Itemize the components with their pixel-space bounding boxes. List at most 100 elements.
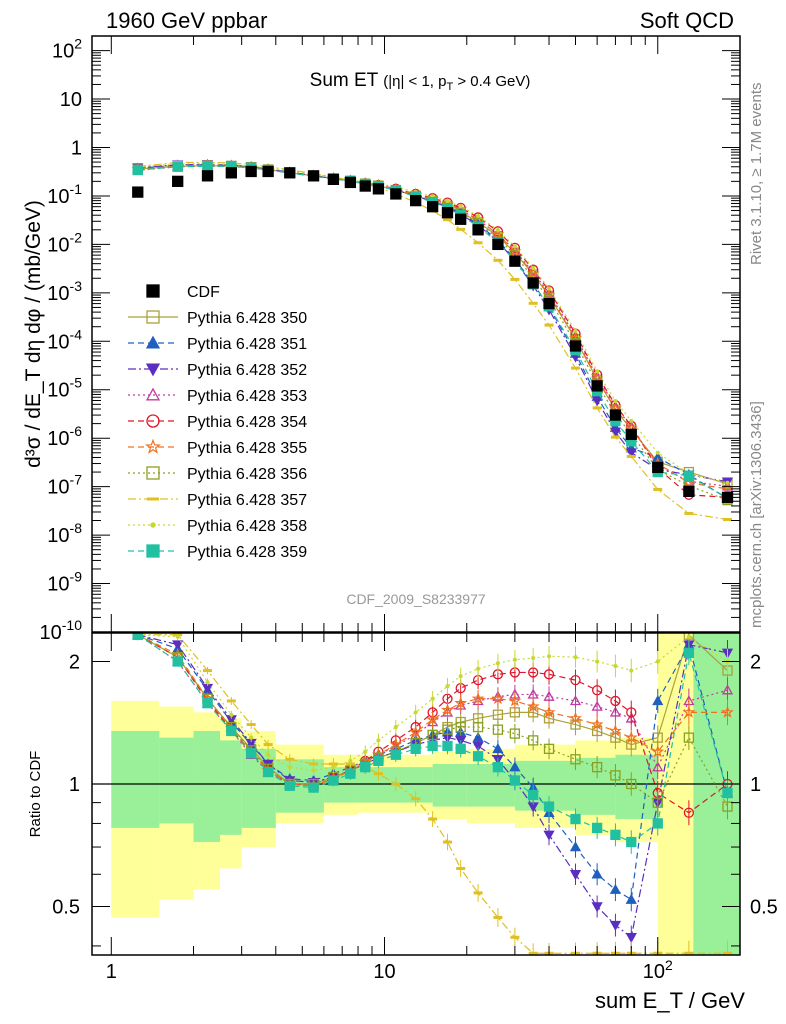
mcplots-reference-label: mcplots.cern.ch [arXiv:1306.3436] xyxy=(748,401,765,628)
series-point-ratio xyxy=(266,752,271,757)
data-point-cdf xyxy=(652,461,664,474)
y-tick-label-ratio: 1 xyxy=(69,774,80,796)
y-tick-label-top: 10-7 xyxy=(47,472,82,499)
top-panel-frame xyxy=(91,35,741,633)
legend-item: Pythia 6.428 359 xyxy=(128,544,307,561)
y-tick-label-ratio-right: 0.5 xyxy=(750,896,778,918)
mc-uncertainty-band-1sigma xyxy=(111,730,160,828)
series-point-ratio xyxy=(655,659,660,664)
series-point-ratio xyxy=(491,692,505,705)
series-point-ratio xyxy=(625,933,637,944)
series-point-top xyxy=(528,301,538,305)
data-point-cdf xyxy=(409,194,422,207)
series-point-top xyxy=(721,482,734,495)
series-point-top xyxy=(629,418,634,423)
data-point-cdf xyxy=(225,167,237,179)
series-point-top xyxy=(445,199,450,204)
legend-marker xyxy=(147,497,159,501)
data-point-cdf xyxy=(569,340,582,352)
series-point-ratio xyxy=(345,768,356,779)
series-point-ratio xyxy=(686,634,691,639)
series-point-ratio xyxy=(246,723,256,727)
x-tick-label: 102 xyxy=(643,957,673,983)
series-point-ratio xyxy=(591,822,603,834)
series-point-ratio xyxy=(569,695,582,706)
series-point-ratio xyxy=(458,674,463,679)
legend-item: Pythia 6.428 356 xyxy=(128,466,307,483)
series-point-ratio xyxy=(441,703,454,716)
series-point-ratio xyxy=(509,728,521,739)
series-point-ratio xyxy=(226,699,236,703)
legend-marker xyxy=(145,438,161,454)
y-tick-label-top: 10-4 xyxy=(47,326,82,353)
series-point-top xyxy=(725,480,730,485)
y-tick-label-top: 10-3 xyxy=(47,278,82,305)
series-point-top xyxy=(610,435,620,439)
series-point-ratio xyxy=(473,891,483,895)
mc-uncertainty-band-1sigma xyxy=(575,757,616,815)
legend-label: Pythia 6.428 358 xyxy=(187,518,307,535)
analysis-id-label: CDF_2009_S8233977 xyxy=(346,591,486,607)
legend-item: Pythia 6.428 351 xyxy=(128,335,307,353)
legend-marker xyxy=(146,284,160,298)
data-point-cdf xyxy=(441,207,454,219)
series-point-ratio xyxy=(203,669,213,673)
mc-uncertainty-band-1sigma xyxy=(432,763,467,807)
process-label: Soft QCD xyxy=(639,8,734,33)
series-point-top xyxy=(476,214,481,219)
y-tick-label-top: 102 xyxy=(52,36,82,63)
series-point-ratio xyxy=(591,762,603,773)
series-point-ratio xyxy=(373,772,383,776)
series-point-ratio xyxy=(455,743,466,755)
y-tick-label-top: 10-6 xyxy=(47,423,82,450)
series-point-ratio xyxy=(509,761,521,772)
series-point-ratio xyxy=(331,765,336,770)
series-point-ratio xyxy=(721,705,734,718)
series-point-ratio xyxy=(509,775,521,786)
series-point-ratio xyxy=(610,770,621,781)
series-point-ratio xyxy=(626,707,637,718)
x-tick-label: 1 xyxy=(106,961,117,983)
series-point-ratio xyxy=(570,674,581,686)
series-point-ratio xyxy=(428,817,438,821)
series-point-top xyxy=(721,480,734,491)
series-point-ratio xyxy=(609,706,622,717)
top-plot-area xyxy=(131,158,734,521)
series-point-top xyxy=(495,227,500,233)
series-point-ratio xyxy=(495,661,500,666)
series-point-ratio xyxy=(528,735,539,746)
series-point-ratio xyxy=(245,748,257,759)
series-point-ratio xyxy=(430,696,435,701)
series-point-ratio xyxy=(492,724,504,735)
series-point-ratio xyxy=(721,684,734,695)
legend-label: Pythia 6.428 359 xyxy=(187,544,307,561)
series-point-top xyxy=(722,517,732,521)
legend-label: CDF xyxy=(187,284,220,301)
series-point-ratio xyxy=(651,744,665,758)
series-point-ratio xyxy=(591,700,603,711)
series-point-top xyxy=(493,258,503,262)
energy-label: 1960 GeV ppbar xyxy=(106,8,268,33)
y-axis-title: d³σ / dE_T dη dφ / (mb/GeV) xyxy=(22,200,45,468)
series-point-ratio xyxy=(391,782,401,786)
series-point-ratio xyxy=(390,749,401,760)
series-point-ratio xyxy=(284,780,295,791)
series-point-ratio xyxy=(132,633,143,640)
series-point-ratio xyxy=(493,915,503,919)
y-tick-label-ratio-right: 1 xyxy=(750,774,761,796)
series-point-ratio xyxy=(684,951,694,955)
ratio-axis-title: Ratio to CDF xyxy=(27,751,44,838)
series-point-ratio xyxy=(508,694,522,707)
legend-item: Pythia 6.428 352 xyxy=(128,362,307,379)
series-point-ratio xyxy=(442,740,453,752)
series-point-ratio xyxy=(472,721,484,733)
series-point-top xyxy=(591,396,603,407)
data-point-cdf xyxy=(344,176,357,189)
data-point-cdf xyxy=(372,183,385,195)
series-point-top xyxy=(458,204,463,209)
series-point-ratio xyxy=(609,920,622,931)
y-tick-label-top: 10 xyxy=(60,89,82,111)
series-point-ratio xyxy=(442,840,452,844)
series-point-ratio xyxy=(373,755,384,766)
